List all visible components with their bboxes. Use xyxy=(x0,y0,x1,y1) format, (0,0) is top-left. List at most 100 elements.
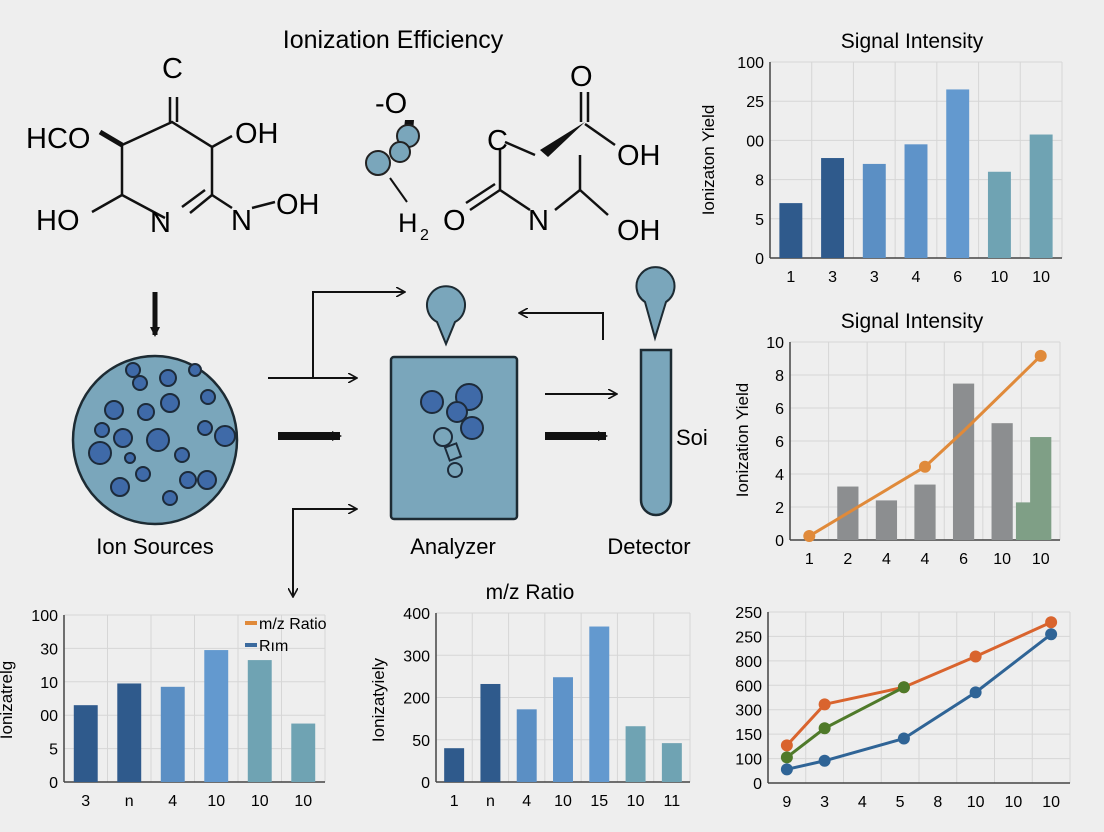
y-tick-label: 150 xyxy=(735,727,762,744)
x-tick-label: 1 xyxy=(805,551,814,568)
chart-title: Signal Intensity xyxy=(841,30,984,53)
data-point xyxy=(818,698,831,711)
atom-label: N xyxy=(150,207,171,239)
particle xyxy=(160,393,180,413)
y-tick-label: 400 xyxy=(403,606,430,623)
series-line xyxy=(785,685,905,759)
x-tick-label: 2 xyxy=(843,551,852,568)
data-point xyxy=(1045,616,1058,629)
particle xyxy=(188,363,202,377)
bar xyxy=(291,723,316,782)
x-tick-label: n xyxy=(486,793,495,810)
y-tick-label: 8 xyxy=(755,173,764,190)
molecule-1 xyxy=(91,97,276,220)
y-tick-label: 10 xyxy=(766,335,784,352)
bar xyxy=(1030,437,1052,540)
pin-icon xyxy=(635,266,676,342)
x-tick-label: 10 xyxy=(1032,551,1050,568)
particle xyxy=(94,422,110,438)
y-tick-label: 0 xyxy=(775,533,784,550)
legend-label: m/z Ratio xyxy=(259,616,327,633)
x-tick-label: 10 xyxy=(627,793,645,810)
particle xyxy=(113,428,133,448)
molecule-3: O OH C O N OH xyxy=(443,61,661,247)
analyzer-label: Analyzer xyxy=(410,534,496,559)
x-tick-label: 1 xyxy=(786,269,795,286)
y-tick-label: 8 xyxy=(775,368,784,385)
bar xyxy=(1029,134,1053,258)
atom-label: OH xyxy=(617,140,661,172)
x-tick-label: 6 xyxy=(953,269,962,286)
data-point xyxy=(969,650,982,663)
bar xyxy=(661,743,682,782)
atom-label: C xyxy=(487,125,508,157)
x-tick-label: 10 xyxy=(1042,794,1060,811)
x-tick-label: 10 xyxy=(207,793,225,810)
y-tick-label: 30 xyxy=(40,641,58,658)
bar xyxy=(821,158,845,258)
x-tick-label: 10 xyxy=(294,793,312,810)
data-point xyxy=(780,739,793,752)
y-tick-label: 200 xyxy=(403,691,430,708)
series-line xyxy=(808,354,1042,538)
y-tick-label: 250 xyxy=(735,605,762,622)
bar xyxy=(204,650,229,782)
x-tick-label: 10 xyxy=(967,794,985,811)
y-tick-label: 0 xyxy=(755,251,764,268)
particle xyxy=(124,452,136,464)
data-point xyxy=(803,530,816,543)
bar xyxy=(444,748,465,782)
particle xyxy=(214,425,236,447)
y-tick-label: 2 xyxy=(775,500,784,517)
y-tick-label: 5 xyxy=(49,742,58,759)
x-tick-label: 3 xyxy=(81,793,90,810)
x-tick-label: 4 xyxy=(522,793,531,810)
bar xyxy=(875,500,898,540)
particle xyxy=(137,403,155,421)
particle xyxy=(197,420,213,436)
x-tick-label: 3 xyxy=(820,794,829,811)
y-tick-label: 00 xyxy=(40,708,58,725)
y-axis-label: Ionizaton Yield xyxy=(699,105,718,216)
bar xyxy=(779,203,803,258)
x-tick-label: 3 xyxy=(870,269,879,286)
legend-label: Rım xyxy=(259,638,288,655)
chart-signal-bars: 0 5 8 00 25 100 1 3 3 4 6 10 10 Signal Intensity Ioniz… xyxy=(699,30,1063,286)
y-tick-label: 50 xyxy=(412,733,430,750)
x-tick-label: 5 xyxy=(896,794,905,811)
particle xyxy=(104,400,124,420)
atom-label: OH xyxy=(235,118,279,150)
y-tick-label: 6 xyxy=(775,434,784,451)
ion-sources-label: Ion Sources xyxy=(96,534,213,559)
x-tick-label: 10 xyxy=(1004,794,1022,811)
x-tick-label: 4 xyxy=(168,793,177,810)
data-point xyxy=(818,722,831,735)
bar xyxy=(480,683,501,782)
molecule-2: -O H 2 xyxy=(365,88,429,244)
x-tick-label: 1 xyxy=(450,793,459,810)
y-tick-label: 6 xyxy=(775,401,784,418)
y-tick-label: 800 xyxy=(735,654,762,671)
bar xyxy=(1015,502,1031,540)
y-tick-label: 100 xyxy=(31,608,58,625)
bar xyxy=(991,423,1013,540)
bar xyxy=(117,683,142,782)
atom-label: O xyxy=(570,61,593,93)
atom-label: C xyxy=(162,53,183,85)
particle xyxy=(174,447,190,463)
analyzer: Analyzer xyxy=(389,285,519,559)
particle xyxy=(146,428,170,452)
particle xyxy=(88,441,112,465)
x-tick-label: 8 xyxy=(933,794,942,811)
y-tick-label: 0 xyxy=(49,775,58,792)
y-tick-label: 10 xyxy=(40,675,58,692)
atom-label: -O xyxy=(375,88,407,120)
y-tick-label: 100 xyxy=(735,752,762,769)
ion-sources: Ion Sources xyxy=(71,292,239,559)
x-tick-label: 10 xyxy=(1032,269,1050,286)
y-axis-label: Ionization Yield xyxy=(733,383,752,497)
chart-title: Signal Intensity xyxy=(841,310,984,333)
y-tick-label: 00 xyxy=(746,133,764,150)
x-tick-label: 4 xyxy=(912,269,921,286)
